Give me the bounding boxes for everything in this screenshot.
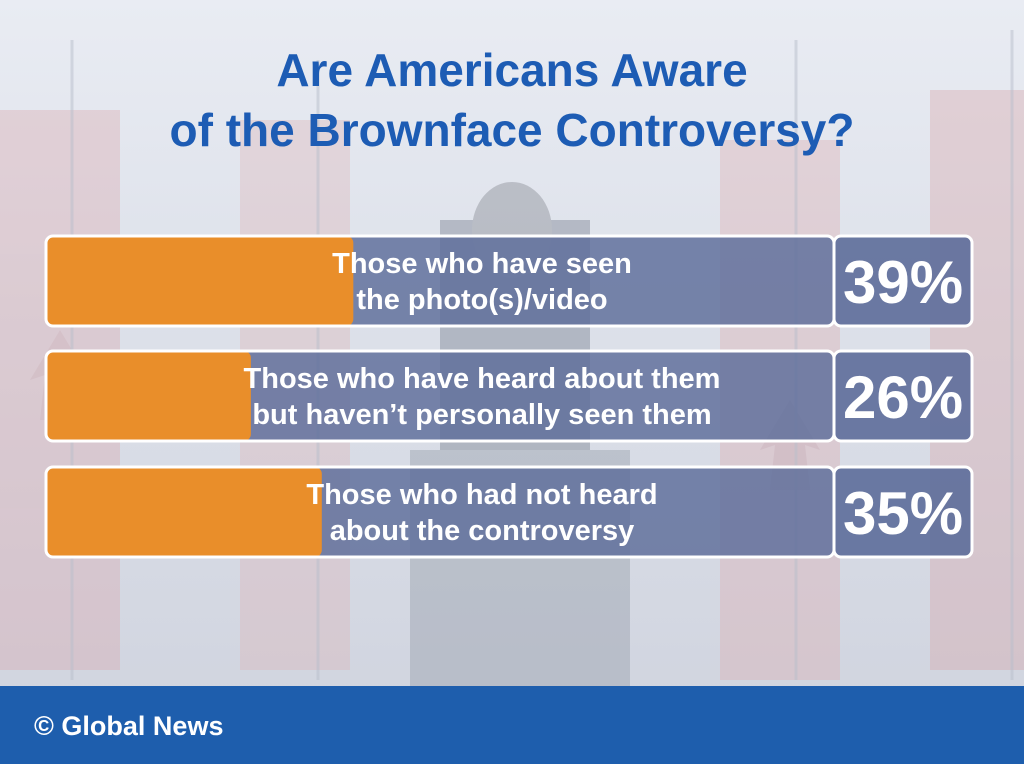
value-box bbox=[832, 465, 974, 559]
footer-bar: © Global News bbox=[0, 686, 1024, 764]
category-label: but haven’t personally seen them bbox=[252, 399, 711, 431]
bar-fill bbox=[46, 351, 251, 441]
value-label: 35% bbox=[843, 480, 963, 547]
category-label: about the controversy bbox=[330, 515, 635, 547]
title-line-1: Are Americans Aware bbox=[276, 44, 748, 96]
bar-chart: Those who have seen the photo(s)/video 39%… bbox=[44, 234, 974, 559]
category-label: Those who have seen bbox=[332, 248, 632, 280]
value-box bbox=[832, 234, 974, 328]
bar-fill bbox=[46, 236, 354, 326]
category-label: the photo(s)/video bbox=[356, 284, 607, 316]
category-label: Those who have heard about them bbox=[244, 363, 721, 395]
footer-credit: © Global News bbox=[34, 710, 223, 742]
value-label: 39% bbox=[843, 249, 963, 316]
copyright-icon: © bbox=[34, 711, 54, 741]
value-label: 26% bbox=[843, 364, 963, 431]
chart-title: Are Americans Aware of the Brownface Con… bbox=[0, 40, 1024, 160]
bar-fill bbox=[46, 467, 322, 557]
value-box bbox=[832, 349, 974, 443]
category-label: Those who had not heard bbox=[306, 479, 657, 511]
title-line-2: of the Brownface Controversy? bbox=[169, 104, 855, 156]
brand-name: Global News bbox=[61, 711, 224, 741]
